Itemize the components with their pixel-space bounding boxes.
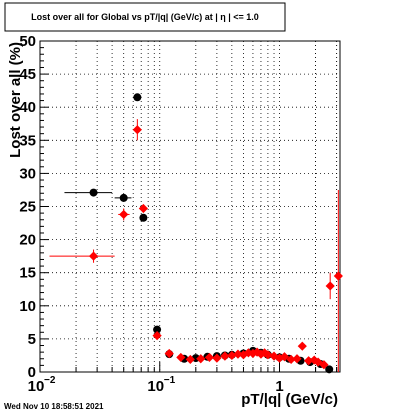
data-point-black [325,365,334,374]
data-point-red [325,281,335,291]
data-point-red [185,354,195,365]
title-box [4,2,286,32]
x-tick-exponent: −1 [164,375,176,386]
data-point-red [212,353,222,363]
y-tick-label: 5 [28,331,36,348]
data-point-red [233,349,243,359]
axis-ticks [39,40,338,373]
y-tick-label: 40 [19,99,36,116]
data-point-red [88,251,99,261]
y-tick-label: 25 [19,199,36,216]
data-point-red [152,330,162,341]
y-tick-label: 50 [19,33,36,50]
y-tick-label: 30 [19,165,36,182]
x-tick-label: 10 [147,378,164,395]
y-axis-title: Lost over all (%) [7,42,24,158]
y-tick-label: 10 [19,298,36,315]
data-point-red [286,354,296,365]
y-tick-label: 15 [19,265,36,282]
x-tick-label: 10 [28,378,45,395]
data-point-red [297,341,307,351]
x-tick-label: 1 [275,378,283,395]
data-point-red [132,125,142,135]
data-point-red [292,354,302,364]
data-point-red [204,352,215,363]
data-point-red [138,203,148,214]
data-point-red [279,352,290,362]
data-point-red [309,355,319,365]
data-point-red [319,360,329,370]
data-point-black [133,93,142,102]
grid-lines [40,41,340,372]
data-point-red [333,271,343,281]
data-point-red [119,209,129,220]
data-point-black [119,193,128,202]
data-point-red [227,350,237,361]
y-tick-label: 45 [19,66,36,83]
data-point-black [139,213,148,222]
data-point-red [220,351,230,361]
data-point-red [164,348,174,359]
data-point-red [176,352,186,363]
data-markers [49,93,343,374]
data-point-red [196,354,206,364]
y-tick-label: 0 [28,364,36,381]
data-point-red [238,350,249,360]
x-tick-exponent: −2 [44,375,56,386]
y-tick-label: 20 [19,232,36,249]
y-tick-label: 35 [19,132,36,149]
chart-title: Lost over all for Global vs pT/|q| (GeV/… [31,12,259,22]
data-point-red [304,356,314,366]
data-point-black [153,325,162,334]
data-point-red [263,350,273,360]
data-point-red [274,353,285,363]
x-axis-title: pT/|q| (GeV/c) [241,391,338,408]
data-point-black [89,188,98,197]
footer-timestamp: Wed Nov 10 18:58:51 2021 [4,402,104,411]
